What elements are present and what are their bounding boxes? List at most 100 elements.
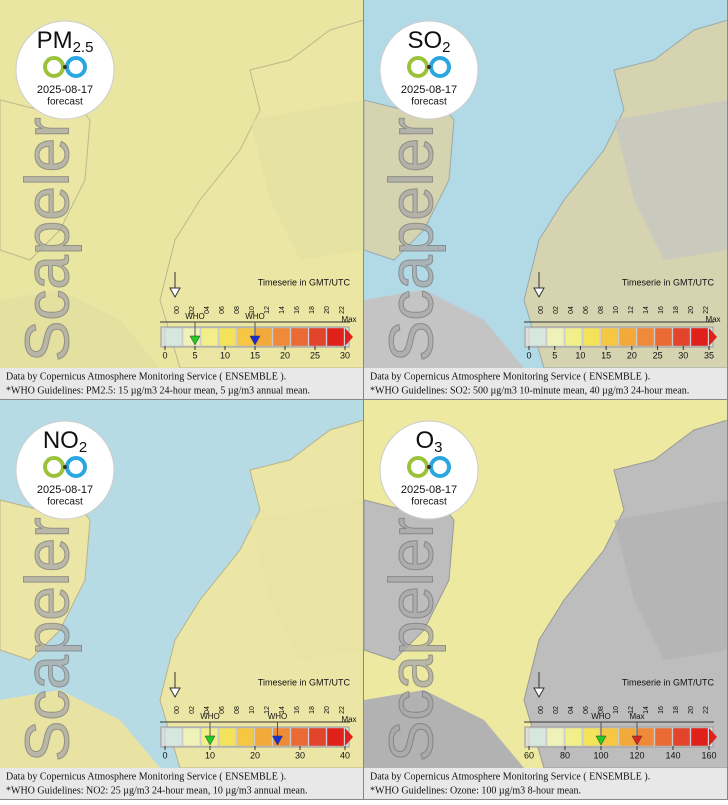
pollutant-sub: 2 — [442, 39, 450, 56]
scale-label: 10 — [220, 350, 230, 360]
pollutant-name: NO — [43, 427, 79, 454]
legend-swatch — [582, 327, 601, 347]
source-note: Data by Copernicus Atmosphere Monitoring… — [370, 771, 650, 782]
marker — [204, 735, 216, 746]
map-land — [364, 290, 524, 368]
scale-label: 20 — [627, 350, 637, 360]
hour-label: 04 — [204, 706, 211, 714]
map-land — [523, 419, 728, 769]
hour-label: 12 — [628, 306, 635, 314]
hour-label: 14 — [279, 306, 286, 314]
hour-label: 00 — [538, 706, 545, 714]
marker-label: WHO — [245, 312, 265, 321]
hour-label: 04 — [204, 306, 211, 314]
scale-label: 20 — [250, 750, 260, 760]
map-land — [250, 100, 364, 260]
pollutant-name: PM — [37, 27, 73, 54]
date: 2025-08-17 — [401, 84, 457, 96]
legend-swatch — [690, 727, 709, 747]
hour-label: 10 — [613, 306, 620, 314]
hour-label: 02 — [189, 706, 196, 714]
pollutant-name: SO — [407, 27, 442, 54]
legend-arrow — [709, 328, 717, 346]
footer-bg — [0, 368, 364, 400]
scale-label: 120 — [629, 750, 644, 760]
hour-label: 12 — [264, 306, 271, 314]
hour-label: 22 — [339, 306, 346, 314]
hour-label: 20 — [688, 706, 695, 714]
scale-label: 60 — [524, 750, 534, 760]
hour-label: 18 — [309, 706, 316, 714]
map-land — [250, 500, 364, 660]
hour-label: 06 — [583, 706, 590, 714]
legend-swatch — [528, 727, 547, 747]
time-pointer-head — [533, 687, 545, 699]
hour-label: 20 — [324, 306, 331, 314]
hour-label: 12 — [264, 706, 271, 714]
legend-swatch — [564, 727, 583, 747]
scale-label: 15 — [601, 350, 611, 360]
source-note: Data by Copernicus Atmosphere Monitoring… — [6, 371, 286, 382]
marker — [595, 735, 607, 746]
max-label: Max — [705, 315, 720, 324]
legend-swatch — [164, 727, 183, 747]
legend-swatch — [564, 327, 583, 347]
legend-swatch — [308, 727, 327, 747]
hour-label: 00 — [538, 306, 545, 314]
map-land — [364, 690, 524, 768]
logo-dot — [63, 465, 67, 469]
logo-circle — [15, 20, 115, 120]
hour-label: 18 — [673, 706, 680, 714]
hour-label: 00 — [174, 706, 181, 714]
legend-swatch — [218, 327, 237, 347]
logo-circle — [379, 420, 479, 520]
legend-swatch — [672, 727, 691, 747]
hour-label: 12 — [628, 706, 635, 714]
guideline-note: *WHO Guidelines: SO2: 500 µg/m3 10-minut… — [370, 385, 689, 396]
pollutant: NO2 — [43, 427, 87, 456]
max-label: Max — [341, 315, 356, 324]
scale-label: 10 — [575, 350, 585, 360]
logo-circle — [15, 420, 115, 520]
scale-label: 10 — [205, 750, 215, 760]
hour-label: 10 — [249, 306, 256, 314]
scale-label: 0 — [162, 750, 167, 760]
scale-label: 80 — [560, 750, 570, 760]
legend-swatch — [672, 327, 691, 347]
scale-label: 0 — [526, 350, 531, 360]
time-pointer-head — [169, 687, 181, 699]
legend-swatch — [290, 727, 309, 747]
pollutant: O3 — [415, 427, 442, 456]
marker — [189, 335, 201, 346]
guideline-note: *WHO Guidelines: PM2.5: 15 µg/m3 24-hour… — [6, 385, 310, 396]
legend-arrow — [709, 728, 717, 746]
hour-label: 06 — [219, 706, 226, 714]
legend-swatch — [654, 327, 673, 347]
hour-label: 02 — [553, 306, 560, 314]
legend-arrow — [345, 728, 353, 746]
date: 2025-08-17 — [37, 84, 93, 96]
logo-dot — [63, 65, 67, 69]
legend-swatch — [636, 327, 655, 347]
status: forecast — [411, 497, 447, 508]
hour-label: 02 — [553, 706, 560, 714]
scale-label: 100 — [593, 750, 608, 760]
legend-swatch — [528, 327, 547, 347]
hour-label: 16 — [658, 306, 665, 314]
marker-label: WHO — [591, 712, 611, 721]
scale-label: 160 — [701, 750, 716, 760]
watermark: Scapeler — [377, 117, 446, 362]
hour-label: 16 — [294, 306, 301, 314]
watermark: Scapeler — [377, 517, 446, 762]
pollutant: SO2 — [407, 27, 450, 56]
timeserie-label: Timeserie in GMT/UTC — [258, 277, 351, 287]
hour-label: 18 — [673, 306, 680, 314]
map-land — [614, 500, 728, 660]
source-note: Data by Copernicus Atmosphere Monitoring… — [6, 771, 286, 782]
logo-dot — [427, 465, 431, 469]
pollutant-sub: 2 — [79, 439, 87, 456]
